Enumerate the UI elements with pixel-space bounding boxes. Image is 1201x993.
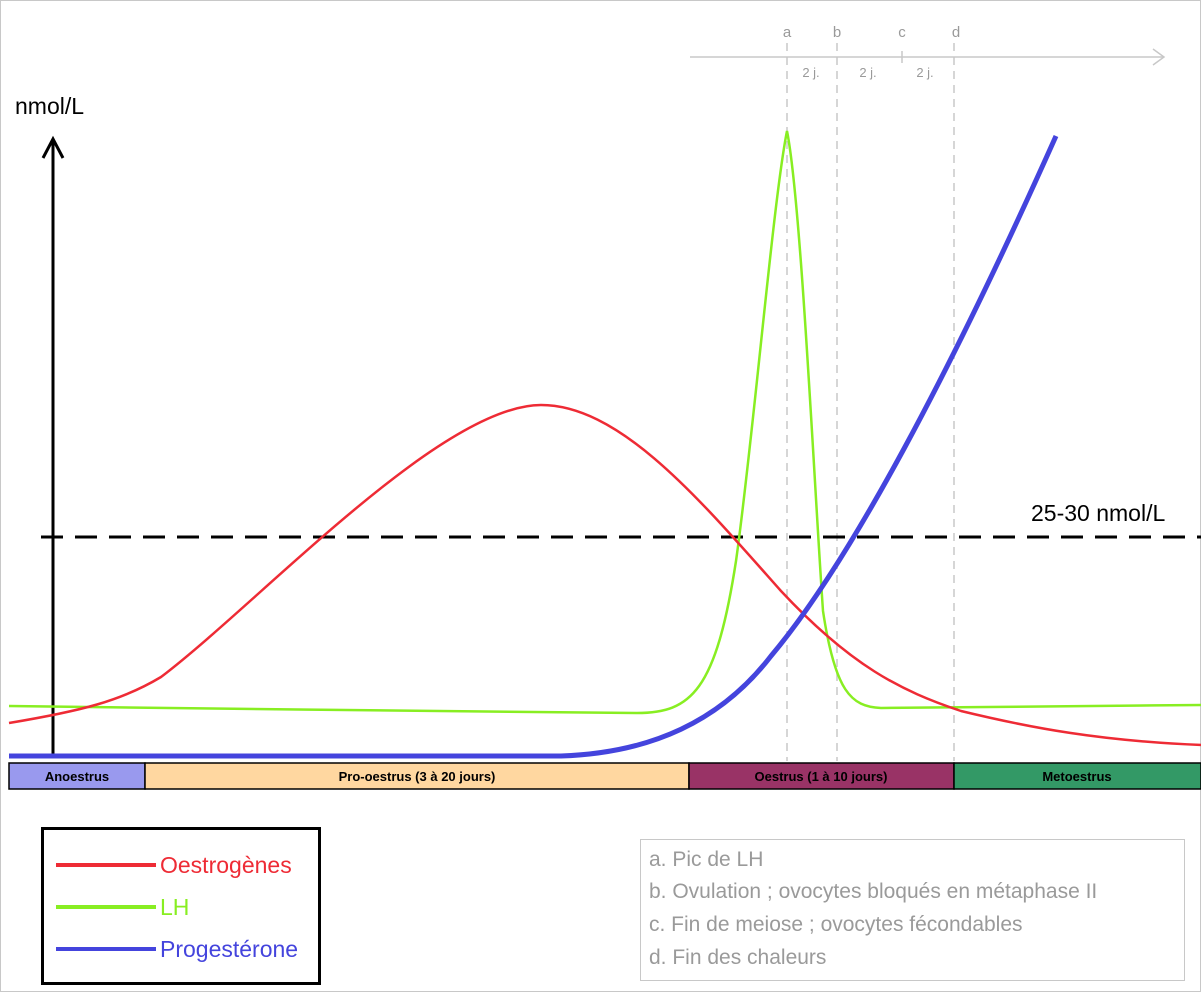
legend-swatch-progesterone bbox=[56, 947, 156, 951]
interval-label-1: 2 j. bbox=[802, 65, 819, 80]
lh-curve bbox=[8, 130, 1201, 715]
note-c: c. Fin de meiose ; ovocytes fécondables bbox=[649, 913, 1023, 936]
phase-label-pro-oestrus: Pro-oestrus (3 à 20 jours) bbox=[339, 769, 496, 784]
oestrogenes-curve bbox=[8, 403, 1201, 747]
marker-label-b: b bbox=[833, 24, 841, 41]
marker-label-a: a bbox=[783, 24, 792, 41]
threshold-label: 25-30 nmol/L bbox=[1031, 500, 1165, 526]
legend-swatch-lh bbox=[56, 905, 156, 909]
phase-label-anoestrus: Anoestrus bbox=[45, 769, 109, 784]
marker-label-c: c bbox=[898, 24, 906, 41]
y-axis-label: nmol/L bbox=[15, 93, 84, 119]
note-a: a. Pic de LH bbox=[649, 848, 764, 871]
legend-item-lh: LH bbox=[56, 892, 189, 922]
phase-pro-oestrus bbox=[144, 762, 690, 790]
legend: Oestrogènes LH Progestérone bbox=[41, 827, 321, 985]
phase-oestrus bbox=[688, 762, 955, 790]
legend-swatch-oestrogenes bbox=[56, 863, 156, 867]
timeline-arrow bbox=[690, 48, 1166, 66]
phase-anoestrus bbox=[8, 762, 146, 790]
phase-bar: Anoestrus Pro-oestrus (3 à 20 jours) Oes… bbox=[8, 762, 1201, 790]
interval-label-2: 2 j. bbox=[859, 65, 876, 80]
legend-item-progesterone: Progestérone bbox=[56, 934, 298, 964]
phase-label-oestrus: Oestrus (1 à 10 jours) bbox=[755, 769, 888, 784]
phase-label-metoestrus: Metoestrus bbox=[1042, 769, 1111, 784]
note-d: d. Fin des chaleurs bbox=[649, 946, 827, 969]
legend-item-oestrogenes: Oestrogènes bbox=[56, 850, 292, 880]
legend-label-oestrogenes: Oestrogènes bbox=[160, 851, 292, 878]
interval-label-3: 2 j. bbox=[916, 65, 933, 80]
legend-label-lh: LH bbox=[160, 893, 190, 920]
note-b: b. Ovulation ; ovocytes bloqués en métap… bbox=[649, 880, 1098, 903]
phase-metoestrus bbox=[953, 762, 1201, 790]
progesterone-curve bbox=[9, 134, 1059, 759]
notes-box: a. Pic de LH b. Ovulation ; ovocytes blo… bbox=[640, 839, 1185, 981]
y-axis bbox=[41, 135, 65, 755]
legend-label-progesterone: Progestérone bbox=[160, 935, 299, 962]
marker-label-d: d bbox=[952, 24, 960, 41]
